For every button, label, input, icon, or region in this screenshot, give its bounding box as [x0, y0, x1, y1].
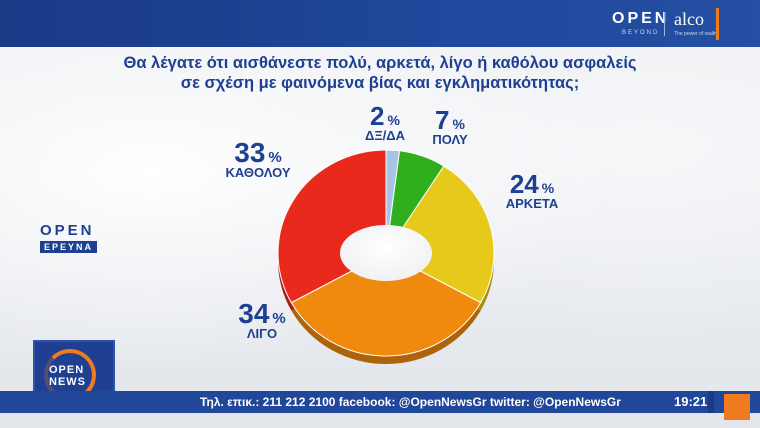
- chart-title-line-2: σε σχέση με φαινόμενα βίας και εγκληματι…: [180, 74, 580, 92]
- alco-tagline: The power of reality: [674, 31, 718, 37]
- slice-value-label: 34%: [238, 298, 286, 329]
- news-ticker: Τηλ. επικ.: 211 212 2100 facebook: @Open…: [0, 391, 760, 413]
- ticker-clock: 19:21: [674, 394, 708, 409]
- open-news-news-text: NEWS: [49, 376, 86, 388]
- open-beyond-tagline: BEYOND: [622, 30, 660, 36]
- slice-value-label: 2%: [370, 101, 400, 131]
- open-beyond-logo: OPEN: [612, 10, 670, 27]
- chart-title-line-1: Θα λέγατε ότι αισθάνεστε πολύ, αρκετά, λ…: [123, 54, 637, 72]
- alco-logo: alco: [674, 9, 704, 29]
- open-news-open-text: OPEN: [49, 364, 85, 376]
- slice-value-label: 24%: [510, 169, 555, 199]
- slice-category-label: ΑΡΚΕΤΑ: [506, 196, 559, 211]
- slice-λιγο: [290, 252, 482, 357]
- ticker-contact-text: Τηλ. επικ.: 211 212 2100 facebook: @Open…: [200, 395, 621, 409]
- slice-category-label: ΔΞ/ΔΑ: [365, 128, 406, 143]
- ticker-edge: [708, 391, 714, 413]
- corner-channel-logo: [724, 394, 750, 420]
- brand-accent-bar: [716, 8, 719, 40]
- slice-value-label: 33%: [234, 137, 282, 168]
- erevna-label: ΕΡΕΥΝΑ: [40, 241, 98, 253]
- donut-hole: [340, 225, 432, 281]
- slice-category-label: ΠΟΛΥ: [432, 132, 468, 147]
- slice-value-label: 7%: [435, 105, 465, 135]
- slice-category-label: ΛΙΓΟ: [247, 326, 277, 341]
- top-bar: OPEN BEYOND alco The power of reality: [0, 0, 760, 47]
- slice-category-label: ΚΑΘΟΛΟΥ: [225, 165, 290, 180]
- slice-αρκετα: [385, 165, 495, 304]
- chart-title: Θα λέγατε ότι αισθάνεστε πολύ, αρκετά, λ…: [60, 53, 700, 93]
- open-erevna-logo: OPEN ΕΡΕΥΝΑ: [40, 222, 98, 253]
- erevna-open-text: OPEN: [40, 222, 95, 239]
- brand-divider: [664, 12, 665, 36]
